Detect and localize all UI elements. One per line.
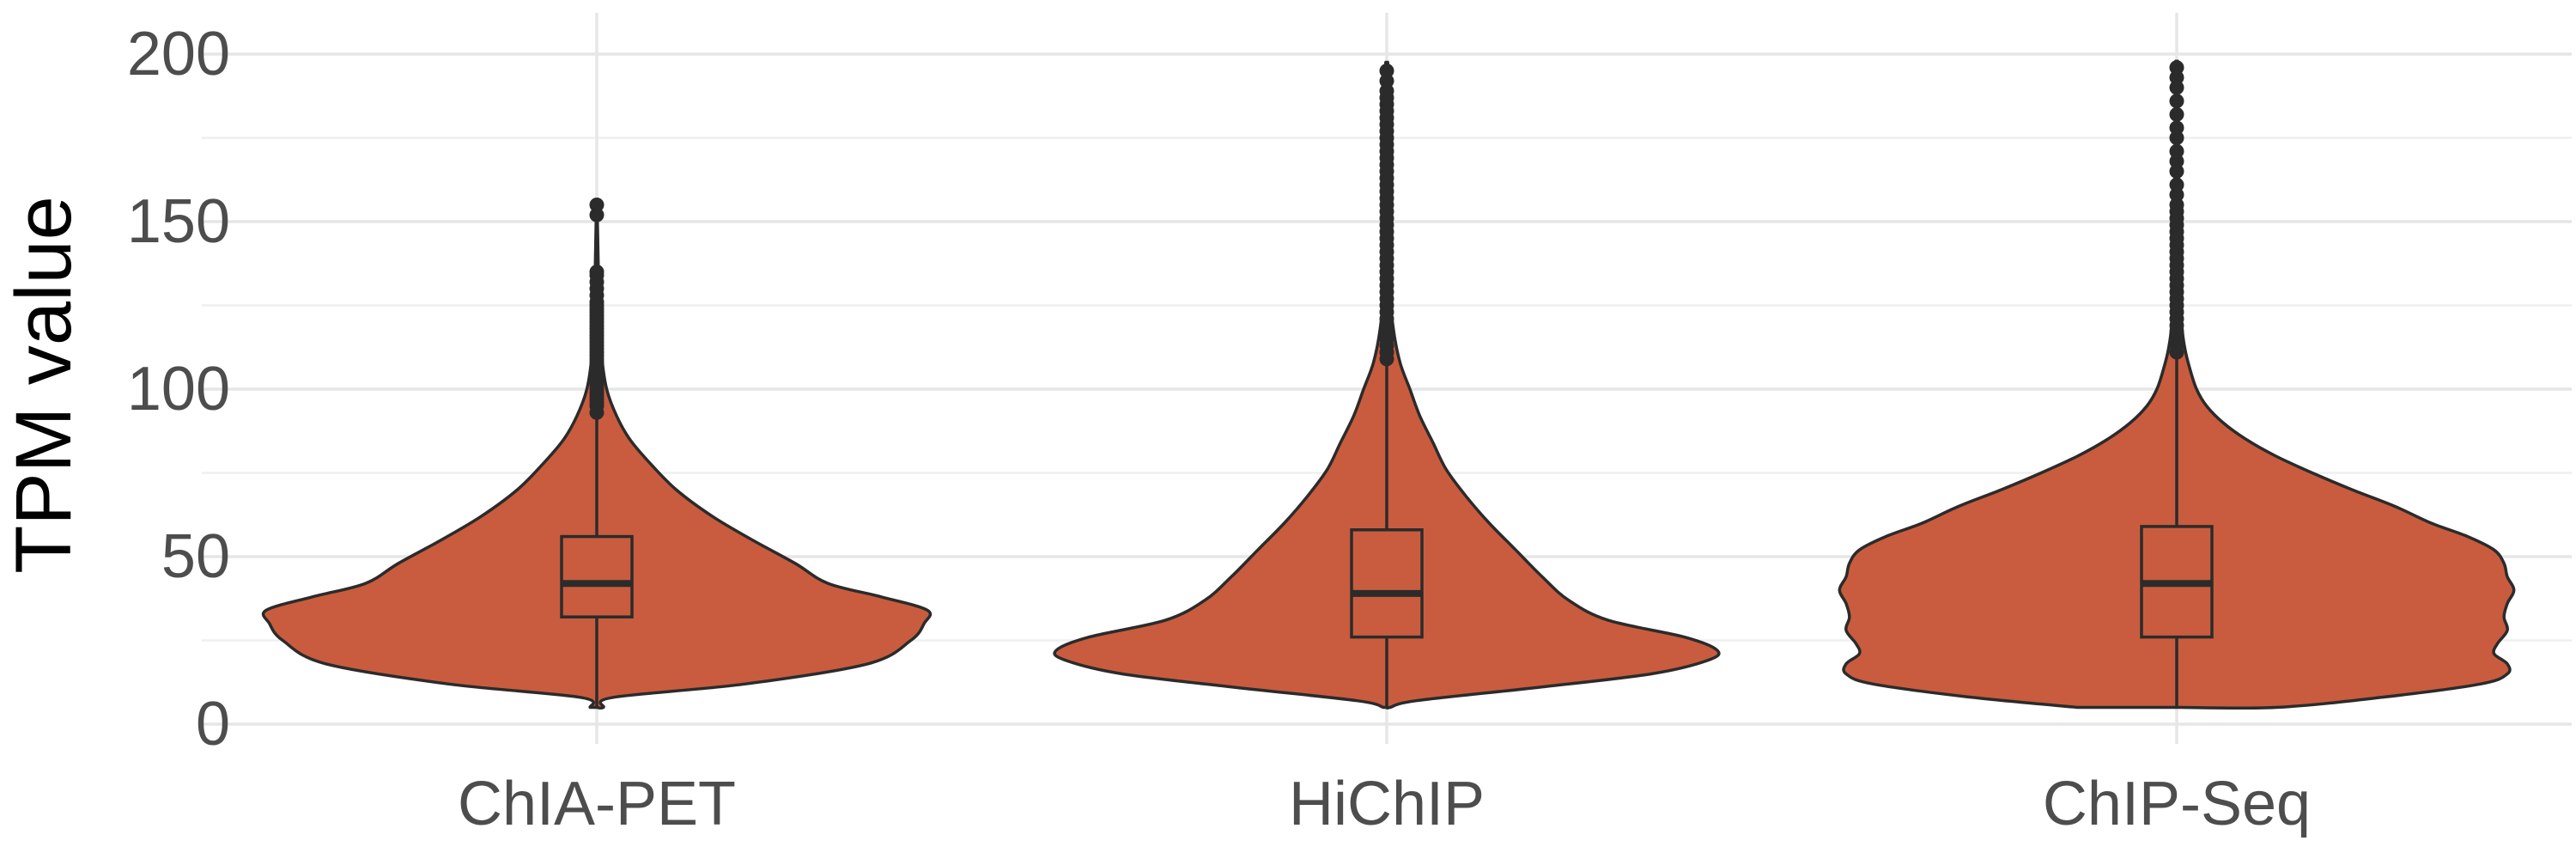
outlier-point [1379,73,1394,88]
y-tick-label: 150 [127,187,230,256]
outlier-point [2169,80,2184,95]
outlier-point [1379,83,1394,99]
violin-group [1053,60,1721,710]
outlier-point [589,265,605,279]
outlier-point [2169,94,2184,109]
outlier-point [2169,164,2184,179]
violin-group [261,198,933,710]
outlier-point [2169,187,2184,203]
y-axis-ticks: 0 50 100 150 200 [127,20,230,758]
outlier-point [2169,60,2184,76]
outlier-point [2169,70,2184,85]
violin-group [1838,59,2516,710]
outlier-point [2169,198,2184,212]
x-tick-label: HiChIP [1289,770,1485,838]
x-tick-label: ChIP-Seq [2043,770,2311,838]
outlier-point [2169,143,2184,159]
outlier-point [589,198,605,212]
iqr-box [1350,528,1424,639]
outlier-point [2169,177,2184,192]
outlier-point [1379,64,1394,78]
outlier-point [2169,154,2184,169]
violins [261,59,2516,710]
y-tick-label: 0 [196,690,230,758]
y-axis-title: TPM value [0,196,88,574]
y-tick-label: 50 [161,522,230,591]
y-tick-label: 100 [127,355,230,423]
y-tick-label: 200 [127,20,230,88]
outlier-point [589,207,605,222]
outlier-point [2169,131,2184,145]
outlier-point [2169,120,2184,136]
x-tick-label: ChIA-PET [458,770,736,838]
iqr-box [560,534,634,618]
x-axis-ticks: ChIA-PET HiChIP ChIP-Seq [458,770,2311,838]
outlier-point [2169,107,2184,122]
